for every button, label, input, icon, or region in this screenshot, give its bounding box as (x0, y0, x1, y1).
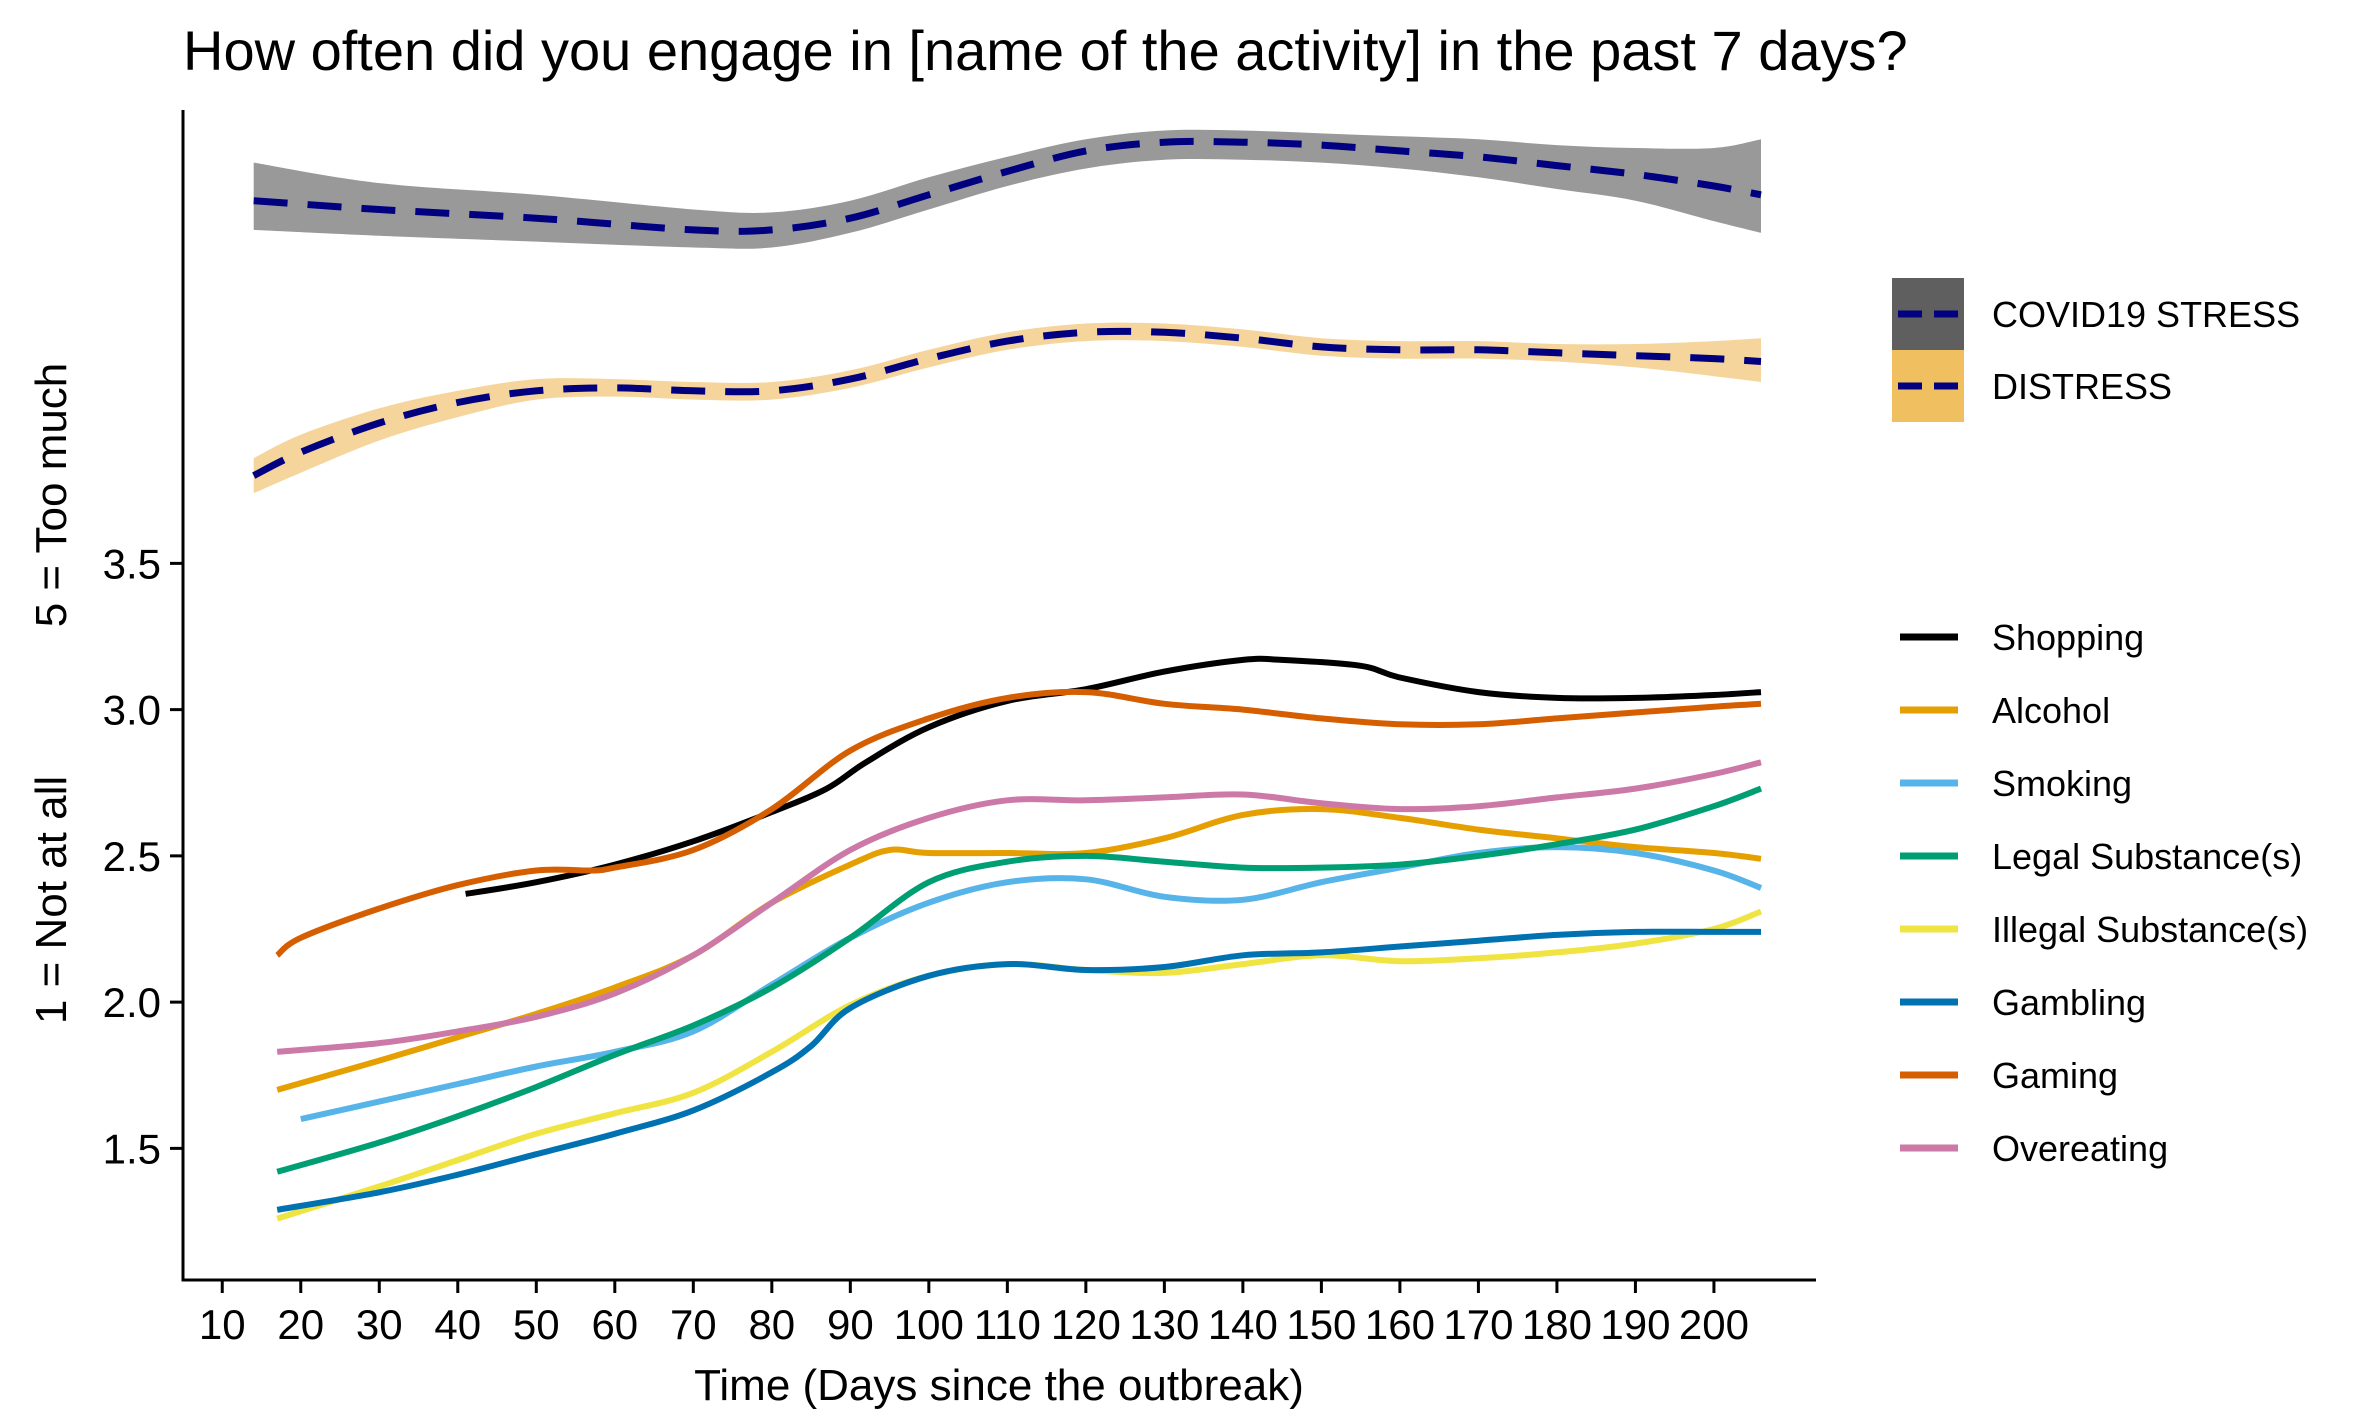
y-tick-label: 2.5 (103, 833, 161, 880)
line-overeating (276, 759, 1762, 1055)
x-ticks: 10 20 30 40 50 60 70 80 90 100 110 120 130 140 150 160 1… (199, 1280, 1749, 1348)
series-lines (252, 137, 1763, 1222)
x-tick-label: 60 (591, 1301, 638, 1348)
legend-label-overeating: Overeating (1992, 1128, 2168, 1169)
legend-label-legal-substance-s: Legal Substance(s) (1992, 836, 2302, 877)
x-tick-label: 90 (827, 1301, 874, 1348)
band-covid19-stress (253, 129, 1762, 249)
legend-label-alcohol: Alcohol (1992, 690, 2110, 731)
line-alcohol (276, 806, 1762, 1093)
x-tick-label: 160 (1365, 1301, 1435, 1348)
legend-stress: COVID19 STRESS DISTRESS (1892, 278, 2300, 422)
line-legal-substance-s (276, 785, 1763, 1175)
legend-label-illegal-substance-s: Illegal Substance(s) (1992, 909, 2308, 950)
y-tick-label: 3.0 (103, 687, 161, 734)
y-tick-label: 2.0 (103, 979, 161, 1026)
x-axis-label: Time (Days since the outbreak) (694, 1361, 1304, 1410)
y-axis-label-bottom: 1 = Not at all (27, 776, 76, 1024)
x-tick-label: 100 (894, 1301, 964, 1348)
legend-label-gaming: Gaming (1992, 1055, 2118, 1096)
y-ticks: 1.5 2.0 2.5 3.0 3.5 (103, 540, 183, 1172)
legend-activities: Shopping Alcohol Smoking Legal Substance(s)… (1900, 617, 2308, 1169)
x-tick-label: 180 (1522, 1301, 1592, 1348)
line-distress (252, 327, 1762, 479)
y-axis-label-top: 5 = Too much (27, 363, 76, 628)
x-tick-label: 150 (1286, 1301, 1356, 1348)
x-tick-label: 120 (1051, 1301, 1121, 1348)
x-tick-label: 50 (513, 1301, 560, 1348)
x-tick-label: 190 (1600, 1301, 1670, 1348)
x-tick-label: 140 (1208, 1301, 1278, 1348)
plot-area (252, 129, 1763, 1222)
band-distress (253, 322, 1762, 494)
x-tick-label: 20 (277, 1301, 324, 1348)
x-tick-label: 30 (356, 1301, 403, 1348)
axes: 10 20 30 40 50 60 70 80 90 100 110 120 130 140 150 160 1… (103, 110, 1816, 1348)
line-shopping (465, 655, 1762, 897)
x-tick-label: 130 (1129, 1301, 1199, 1348)
x-tick-label: 170 (1443, 1301, 1513, 1348)
line-covid19-stress (253, 137, 1762, 235)
line-gaming (275, 688, 1762, 958)
legend-label-gambling: Gambling (1992, 982, 2146, 1023)
legend-label-shopping: Shopping (1992, 617, 2144, 658)
chart-title: How often did you engage in [name of the… (183, 19, 1908, 82)
legend-label-distress: DISTRESS (1992, 366, 2172, 407)
y-tick-label: 1.5 (103, 1125, 161, 1172)
x-tick-label: 200 (1679, 1301, 1749, 1348)
confidence-bands (253, 129, 1762, 494)
x-tick-label: 110 (974, 1301, 1041, 1348)
line-illegal-substance-s (276, 908, 1763, 1222)
legend-label-covid19-stress: COVID19 STRESS (1992, 294, 2300, 335)
x-tick-label: 70 (670, 1301, 717, 1348)
legend-label-smoking: Smoking (1992, 763, 2132, 804)
x-tick-label: 40 (434, 1301, 481, 1348)
x-tick-label: 80 (748, 1301, 795, 1348)
y-tick-label: 3.5 (103, 540, 161, 587)
x-tick-label: 10 (199, 1301, 246, 1348)
line-gambling (276, 928, 1761, 1213)
